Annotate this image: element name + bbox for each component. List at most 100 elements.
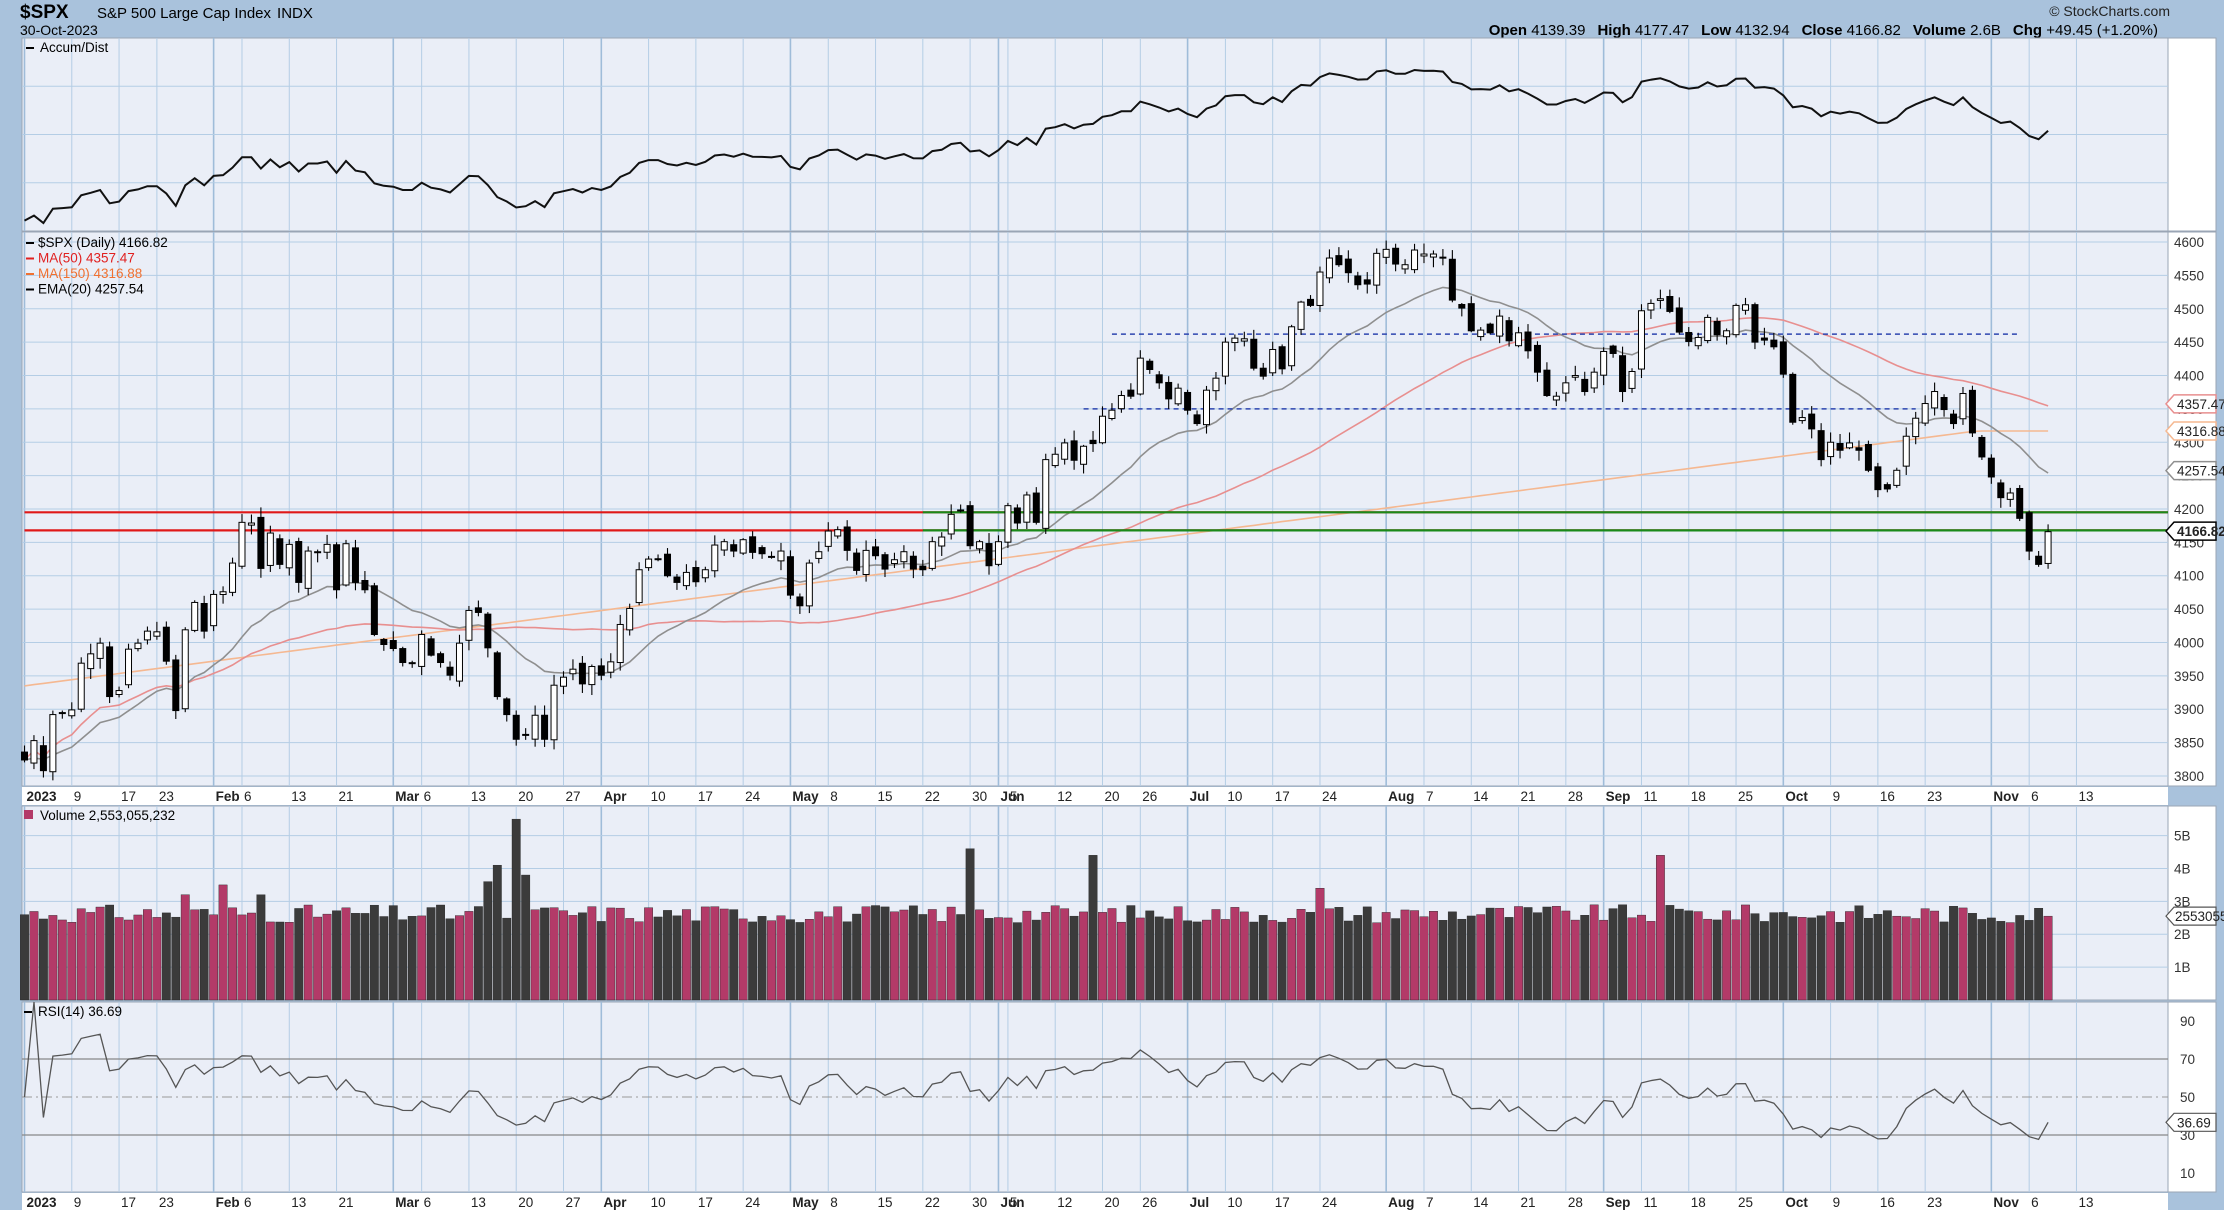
volume-bar [578,912,587,1001]
volume-bar [284,922,294,1001]
candle [484,613,492,649]
date-tick-price: 11 [1643,789,1657,804]
volume-bar [937,921,947,1001]
candle [994,541,1002,565]
ohlc-value-volume: 2.6B [1970,22,2001,39]
candle [2016,487,2024,519]
volume-bar [407,916,417,1001]
date-tick-rsi: Mar [395,1195,420,1210]
volume-bar [1646,921,1656,1001]
volume-bar [1447,911,1457,1001]
date-tick-price: 14 [1473,789,1489,804]
volume-bar [880,906,890,1001]
volume-bar [757,916,767,1001]
volume-bar [1202,919,1211,1001]
rsi-tick: 10 [2180,1166,2195,1181]
candle [1335,255,1343,266]
volume-bar [1958,907,1968,1001]
candle [1382,248,1390,258]
volume-bar [1088,855,1098,1001]
candle [1203,389,1210,426]
axis-gutter-vol [2167,805,2217,1001]
volume-bar [237,914,247,1001]
volume-bar [1561,910,1571,1001]
candle [1098,415,1106,444]
date-tick-rsi: 22 [925,1195,940,1210]
stockcharts-credit[interactable]: © StockCharts.com [2049,3,2170,19]
date-tick-price: 23 [159,789,174,804]
candle [664,553,672,577]
volume-bar [1930,910,1940,1001]
ohlc-value-low: 4132.94 [1735,22,1790,39]
candle [370,585,378,635]
candle [333,544,341,591]
date-tick-rsi: 30 [972,1195,987,1210]
candle [626,607,634,631]
date-tick-rsi: 17 [698,1195,713,1210]
candle [881,554,889,570]
volume-bar [20,914,29,1001]
candle [1562,382,1570,394]
date-tick-price: 5 [1010,789,1018,804]
volume-bar [124,919,133,1001]
date-tick-price: Oct [1785,789,1808,804]
candle [1193,414,1201,425]
candle [739,539,747,554]
volume-bar [1381,912,1391,1001]
volume-bar [1041,912,1051,1001]
candle [1600,350,1608,376]
date-tick-rsi: May [792,1195,819,1210]
candle [1704,316,1712,342]
volume-bar [1060,908,1070,1001]
date-tick-price: Feb [216,789,240,804]
volume-bar [1154,916,1164,1001]
volume-bar [1920,908,1930,1001]
candle [1619,355,1627,393]
date-tick-price: 10 [651,789,666,804]
candle [985,543,993,567]
candle [408,662,416,665]
candle [919,565,927,571]
candle [1221,341,1229,377]
candle [427,638,435,656]
volume-bar [767,920,776,1001]
volume-bar [379,916,389,1001]
candle [1637,310,1645,370]
candle [550,684,558,741]
price-tick: 3800 [2174,769,2204,784]
volume-bar [256,894,266,1001]
date-tick-rsi: 10 [651,1195,666,1210]
candle [1855,447,1863,451]
date-tick-price: 27 [565,789,580,804]
volume-bar [1570,919,1580,1001]
volume-bar [313,916,323,1001]
date-tick-price: 10 [1227,789,1242,804]
volume-bar [1599,919,1609,1001]
volume-bar [2034,908,2044,1001]
candle [1987,457,1995,478]
last-value-tag [2164,521,2217,541]
volume-bar [700,906,710,1001]
volume-tick: 2B [2174,927,2191,942]
volume-bar [644,907,653,1001]
volume-bar [218,884,228,1001]
volume-bar [133,914,143,1001]
candle [247,522,255,526]
candle [1675,307,1683,333]
volume-bar [1986,917,1996,1001]
volume-bars [20,818,2053,1001]
candle [1874,466,1882,491]
volume-bar [1476,914,1486,1001]
volume-label: Volume 2,553,055,232 [40,808,175,823]
volume-bar [1050,905,1060,1001]
candle [87,653,95,670]
candle [1420,253,1428,257]
volume-bar [1268,920,1278,1001]
date-tick-rsi: 16 [1880,1195,1895,1210]
volume-bar [39,918,48,1001]
volume-bar [464,911,474,1001]
volume-bar [1533,912,1542,1001]
candle [1373,252,1381,286]
date-tick-price: 6 [2031,789,2039,804]
